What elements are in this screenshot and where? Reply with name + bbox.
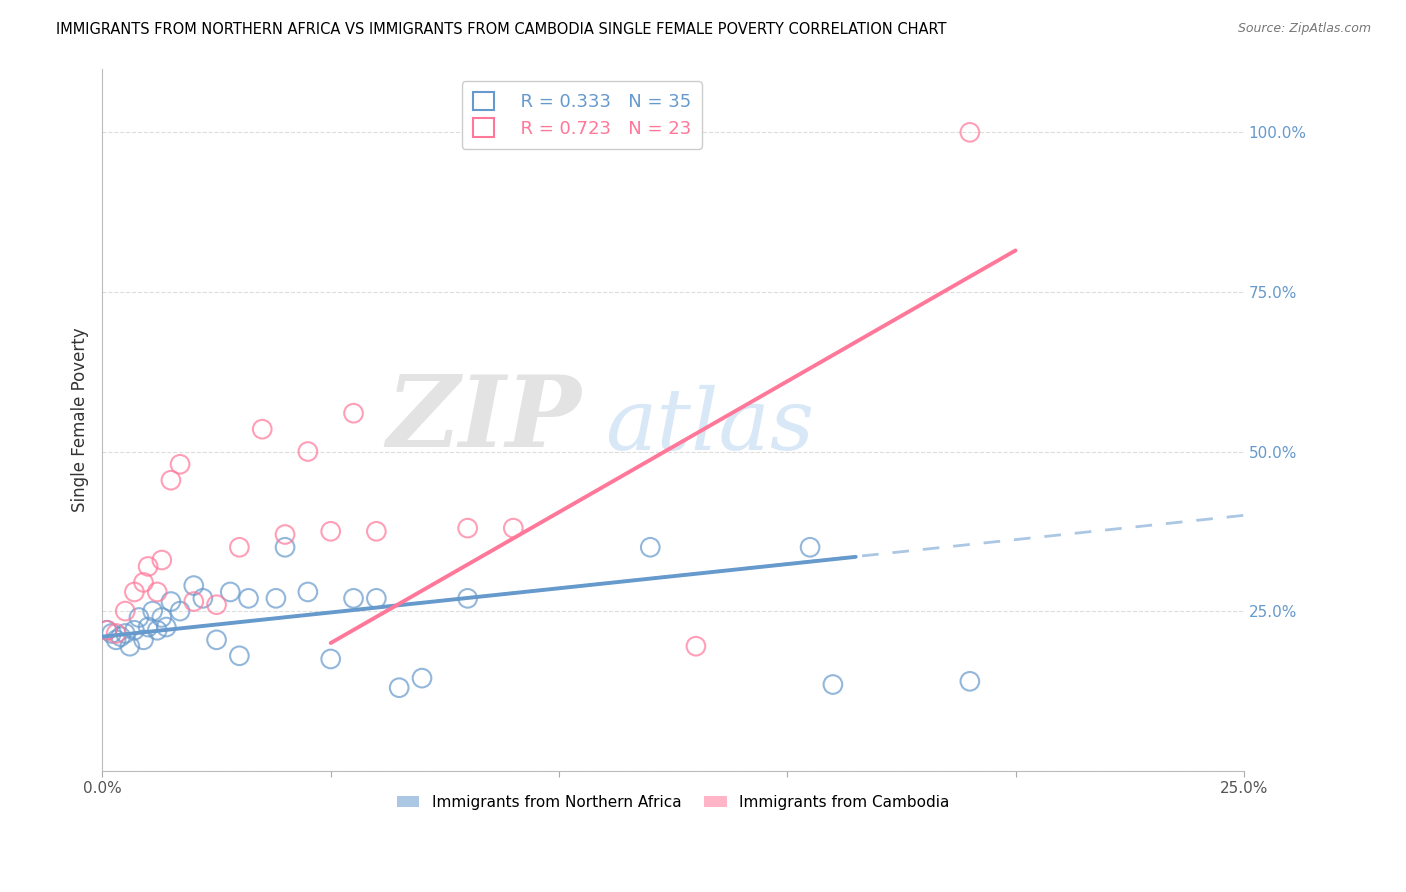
- Point: [457, 591, 479, 606]
- Point: [502, 521, 524, 535]
- Point: [114, 626, 136, 640]
- Point: [366, 591, 388, 606]
- Point: [205, 598, 228, 612]
- Point: [169, 458, 191, 472]
- Point: [457, 521, 479, 535]
- Point: [150, 610, 173, 624]
- Point: [150, 553, 173, 567]
- Point: [342, 406, 364, 420]
- Point: [274, 541, 297, 555]
- Point: [96, 624, 118, 638]
- Text: Source: ZipAtlas.com: Source: ZipAtlas.com: [1237, 22, 1371, 36]
- Point: [100, 626, 122, 640]
- Legend: Immigrants from Northern Africa, Immigrants from Cambodia: Immigrants from Northern Africa, Immigra…: [391, 789, 956, 815]
- Point: [105, 632, 128, 647]
- Point: [96, 624, 118, 638]
- Point: [183, 578, 205, 592]
- Point: [228, 541, 250, 555]
- Point: [183, 594, 205, 608]
- Point: [252, 422, 274, 436]
- Point: [132, 632, 155, 647]
- Point: [799, 541, 821, 555]
- Point: [160, 594, 183, 608]
- Point: [136, 620, 159, 634]
- Point: [366, 524, 388, 539]
- Point: [191, 591, 214, 606]
- Point: [319, 652, 342, 666]
- Point: [297, 444, 319, 458]
- Point: [160, 473, 183, 487]
- Point: [142, 604, 165, 618]
- Point: [821, 677, 844, 691]
- Point: [685, 639, 707, 653]
- Point: [114, 604, 136, 618]
- Point: [155, 620, 177, 634]
- Point: [959, 125, 981, 139]
- Point: [219, 585, 242, 599]
- Point: [110, 630, 132, 644]
- Point: [205, 632, 228, 647]
- Point: [228, 648, 250, 663]
- Point: [105, 626, 128, 640]
- Point: [124, 585, 146, 599]
- Point: [118, 639, 141, 653]
- Point: [124, 624, 146, 638]
- Point: [640, 541, 662, 555]
- Text: ZIP: ZIP: [387, 371, 582, 467]
- Point: [146, 624, 169, 638]
- Point: [411, 671, 433, 685]
- Point: [274, 527, 297, 541]
- Y-axis label: Single Female Poverty: Single Female Poverty: [72, 327, 89, 512]
- Point: [297, 585, 319, 599]
- Point: [136, 559, 159, 574]
- Point: [959, 674, 981, 689]
- Point: [128, 610, 150, 624]
- Point: [132, 575, 155, 590]
- Point: [319, 524, 342, 539]
- Point: [146, 585, 169, 599]
- Point: [388, 681, 411, 695]
- Text: IMMIGRANTS FROM NORTHERN AFRICA VS IMMIGRANTS FROM CAMBODIA SINGLE FEMALE POVERT: IMMIGRANTS FROM NORTHERN AFRICA VS IMMIG…: [56, 22, 946, 37]
- Point: [238, 591, 260, 606]
- Text: atlas: atlas: [605, 385, 814, 468]
- Point: [169, 604, 191, 618]
- Point: [264, 591, 287, 606]
- Point: [342, 591, 364, 606]
